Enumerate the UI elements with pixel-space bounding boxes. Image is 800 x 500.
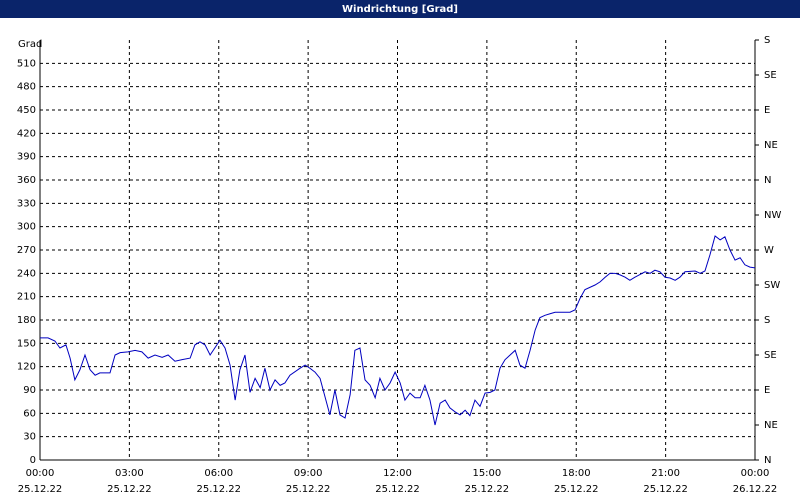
x-tick-label: 15:00 <box>472 468 501 479</box>
x-tick-date: 25.12.22 <box>196 484 241 495</box>
x-tick-date: 25.12.22 <box>286 484 331 495</box>
x-tick-date: 25.12.22 <box>643 484 688 495</box>
x-tick-date: 25.12.22 <box>375 484 420 495</box>
y-tick-label: 60 <box>23 408 36 419</box>
x-tick-label: 03:00 <box>115 468 144 479</box>
y-tick-label: 180 <box>17 315 36 326</box>
y-tick-label: 0 <box>30 455 36 466</box>
y2-tick-label: NE <box>764 140 778 151</box>
title-bar <box>0 0 800 18</box>
chart-title: Windrichtung [Grad] <box>342 4 458 15</box>
y2-tick-label: S <box>764 35 770 46</box>
x-tick-date: 25.12.22 <box>18 484 63 495</box>
x-tick-label: 00:00 <box>741 468 770 479</box>
y2-tick-label: NE <box>764 420 778 431</box>
y-tick-label: 30 <box>23 432 36 443</box>
y-tick-label: 90 <box>23 385 36 396</box>
y2-tick-label: E <box>764 105 770 116</box>
y2-tick-label: SE <box>764 70 777 81</box>
x-tick-label: 09:00 <box>294 468 323 479</box>
y2-tick-label: S <box>764 315 770 326</box>
x-tick-date: 26.12.22 <box>733 484 778 495</box>
y2-tick-label: SE <box>764 350 777 361</box>
y-tick-label: 360 <box>17 175 36 186</box>
x-tick-date: 25.12.22 <box>107 484 152 495</box>
x-tick-date: 25.12.22 <box>465 484 510 495</box>
x-tick-label: 00:00 <box>26 468 55 479</box>
x-tick-label: 21:00 <box>651 468 680 479</box>
y-tick-label: 480 <box>17 82 36 93</box>
x-tick-label: 06:00 <box>204 468 233 479</box>
x-tick-label: 12:00 <box>383 468 412 479</box>
y2-tick-label: W <box>764 245 774 256</box>
y2-tick-label: N <box>764 455 771 466</box>
y-tick-label: 450 <box>17 105 36 116</box>
y-axis-label: Grad <box>18 39 42 50</box>
y-tick-label: 510 <box>17 58 36 69</box>
y2-tick-label: E <box>764 385 770 396</box>
y-tick-label: 270 <box>17 245 36 256</box>
y-tick-label: 150 <box>17 338 36 349</box>
data-line <box>40 235 756 426</box>
x-tick-date: 25.12.22 <box>554 484 599 495</box>
x-tick-label: 18:00 <box>562 468 591 479</box>
y2-tick-label: NW <box>764 210 781 221</box>
y2-tick-label: N <box>764 175 771 186</box>
y2-tick-label: SW <box>764 280 780 291</box>
y-tick-label: 300 <box>17 222 36 233</box>
y-tick-label: 240 <box>17 268 36 279</box>
y-tick-label: 420 <box>17 128 36 139</box>
y-tick-label: 120 <box>17 362 36 373</box>
y-tick-label: 330 <box>17 198 36 209</box>
y-tick-label: 210 <box>17 292 36 303</box>
y-tick-label: 390 <box>17 152 36 163</box>
